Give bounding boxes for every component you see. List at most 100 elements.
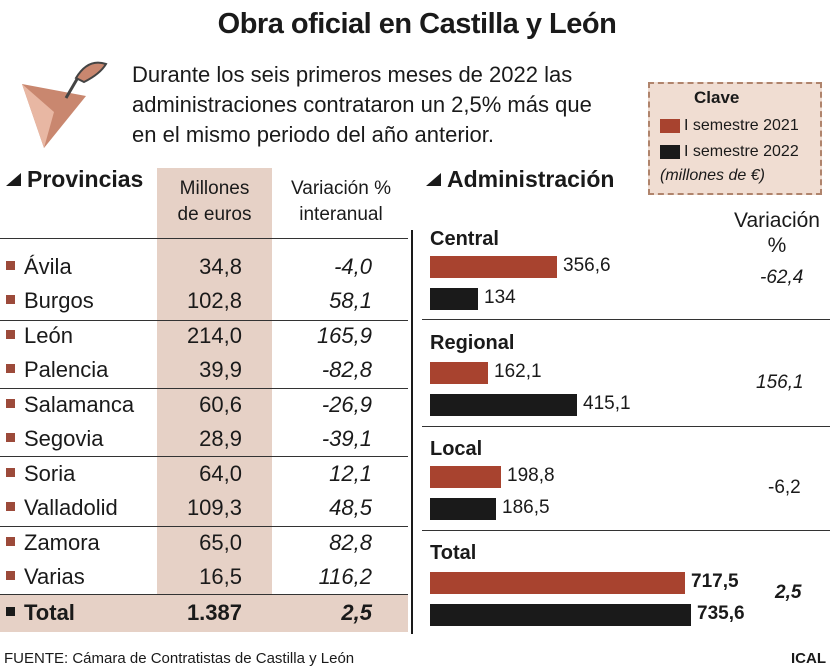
bar-label-local-2021: 198,8 (507, 465, 555, 486)
province-name: Zamora (24, 530, 100, 555)
category-label-regional: Regional (430, 332, 515, 354)
province-value: 28,9 (199, 426, 242, 451)
province-variation: -4,0 (334, 254, 372, 279)
province-name: Valladolid (24, 495, 118, 520)
province-value: 214,0 (186, 323, 242, 348)
province-variation: -39,1 (321, 426, 372, 451)
row-bullet (6, 261, 15, 270)
section-triangle-icon (426, 173, 441, 186)
legend-item-2021: I semestre 2021 (660, 113, 814, 139)
bar-total-2022 (430, 604, 691, 626)
legend-unit: (millones de €) (660, 167, 765, 184)
province-name: Salamanca (24, 392, 135, 417)
province-name: Segovia (24, 426, 104, 451)
province-variation: 165,9 (316, 323, 372, 348)
province-value: 64,0 (199, 461, 242, 486)
variation-header-line-2: % (767, 234, 787, 257)
row-bullet (6, 607, 15, 616)
bar-total-2021 (430, 572, 685, 594)
value-column-header-line-2: de euros (177, 204, 252, 225)
variation-header-line-1: Variación (734, 209, 820, 232)
province-value: 109,3 (186, 495, 242, 520)
category-label-total: Total (430, 542, 477, 564)
table-row: Varias 16,5 116,2 (0, 560, 408, 594)
province-name: Ávila (24, 254, 72, 279)
variation-column-header-line-1: Variación % (291, 178, 391, 199)
legend-title: Clave (694, 88, 740, 107)
bar-label-total-2021: 717,5 (691, 571, 739, 592)
variation-central: -62,4 (760, 267, 804, 288)
variation-column-header-line-2: interanual (299, 204, 383, 225)
provincias-heading-label: Provincias (27, 166, 144, 192)
province-variation: 116,2 (318, 564, 372, 589)
administracion-heading-label: Administración (447, 166, 615, 192)
bar-label-regional-2022: 415,1 (583, 393, 631, 414)
province-variation: 48,5 (329, 495, 372, 520)
source-note: FUENTE: Cámara de Contratistas de Castil… (4, 650, 355, 667)
table-row: Zamora 65,0 82,8 (0, 526, 408, 560)
bar-central-2021 (430, 256, 557, 278)
chart-divider (422, 530, 830, 531)
table-row: Soria 64,0 12,1 (0, 457, 408, 491)
total-label: Total (24, 600, 75, 625)
administracion-heading: Administración (426, 166, 614, 193)
table-row: Ávila 34,8 -4,0 (0, 250, 408, 284)
table-row: Burgos 102,8 58,1 (0, 284, 408, 318)
bar-label-regional-2021: 162,1 (494, 361, 542, 382)
bar-central-2022 (430, 288, 478, 310)
province-value: 65,0 (199, 530, 242, 555)
value-column-shade (157, 168, 272, 594)
total-variation: 2,5 (341, 600, 372, 625)
total-value: 1.387 (186, 600, 242, 625)
bar-label-local-2022: 186,5 (502, 497, 550, 518)
table-divider (0, 388, 408, 389)
province-variation: -26,9 (321, 392, 372, 417)
province-value: 39,9 (199, 357, 242, 382)
provincias-heading: Provincias (6, 166, 143, 193)
row-bullet (6, 537, 15, 546)
row-bullet (6, 330, 15, 339)
bar-local-2021 (430, 466, 501, 488)
variation-header: Variación % (732, 208, 822, 258)
value-column-header-line-1: Millones (179, 178, 250, 199)
variation-total: 2,5 (775, 582, 802, 603)
total-row: Total 1.387 2,5 (0, 596, 408, 630)
province-value: 16,5 (199, 564, 242, 589)
table-divider (0, 526, 408, 527)
row-bullet (6, 571, 15, 580)
bar-regional-2022 (430, 394, 577, 416)
province-variation: 12,1 (329, 461, 372, 486)
table-divider (0, 320, 408, 321)
province-value: 34,8 (199, 254, 242, 279)
province-name: Varias (24, 564, 85, 589)
province-name: León (24, 323, 73, 348)
bar-label-central-2022: 134 (484, 287, 516, 308)
province-name: Soria (24, 461, 76, 486)
province-value: 60,6 (199, 392, 242, 417)
page-title: Obra oficial en Castilla y León (217, 8, 617, 40)
province-variation: 58,1 (329, 288, 372, 313)
table-divider (0, 456, 408, 457)
table-divider (0, 594, 408, 595)
bar-regional-2021 (430, 362, 488, 384)
trowel-icon (22, 61, 108, 148)
row-bullet (6, 399, 15, 408)
intro-text: Durante los seis primeros meses de 2022 … (132, 62, 592, 147)
province-value: 102,8 (186, 288, 242, 313)
legend: Clave I semestre 2021 I semestre 2022 (m… (648, 82, 822, 195)
variation-local: -6,2 (768, 477, 801, 498)
bar-label-total-2022: 735,6 (697, 603, 745, 624)
value-column-header: Millones de euros (157, 176, 272, 228)
table-row: Salamanca 60,6 -26,9 (0, 388, 408, 422)
variation-column-header: Variación % interanual (276, 176, 406, 228)
row-bullet (6, 295, 15, 304)
category-label-local: Local (430, 438, 483, 460)
row-bullet (6, 433, 15, 442)
province-name: Burgos (24, 288, 94, 313)
table-row: Segovia 28,9 -39,1 (0, 422, 408, 456)
variation-regional: 156,1 (756, 372, 804, 393)
legend-label-2021: I semestre 2021 (684, 117, 799, 134)
province-variation: -82,8 (321, 357, 372, 382)
row-bullet (6, 364, 15, 373)
chart-divider (422, 426, 830, 427)
